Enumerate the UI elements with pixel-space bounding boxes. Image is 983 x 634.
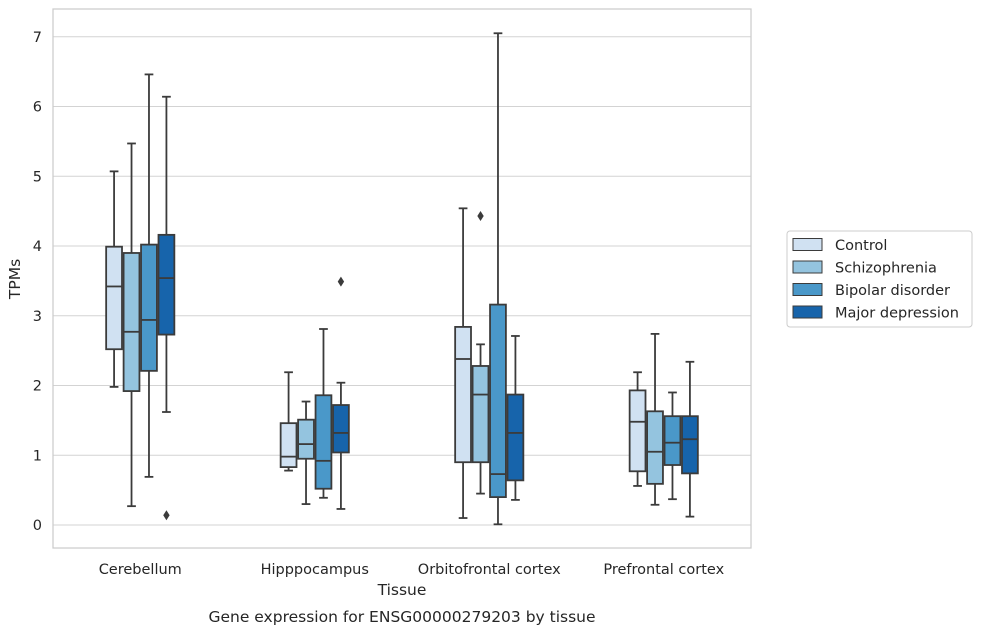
box-3-3 — [681, 360, 699, 518]
outlier-point — [163, 510, 170, 521]
box-1-3 — [646, 332, 664, 506]
y-tick-label: 0 — [33, 518, 42, 534]
box-body — [279, 422, 298, 469]
box-2-0 — [140, 73, 158, 478]
box-body — [506, 393, 525, 482]
legend-label: Bipolar disorder — [835, 283, 950, 299]
legend: Control Schizophrenia Bipolar disorder Majo… — [786, 230, 973, 328]
box-2-2 — [489, 32, 507, 526]
box-body — [122, 252, 141, 392]
outlier-point — [337, 276, 345, 287]
box-body — [140, 243, 158, 372]
legend-label: Control — [835, 238, 887, 254]
box-body — [681, 415, 699, 475]
box-3-1 — [332, 276, 350, 510]
legend-swatch — [792, 305, 823, 319]
x-tick-label: Prefrontal cortex — [603, 562, 724, 578]
x-axis-label: Tissue — [377, 581, 427, 599]
y-tick-label: 7 — [33, 30, 42, 46]
box-body — [314, 394, 333, 490]
box-body — [332, 404, 350, 454]
x-tick-label: Hipppocampus — [261, 562, 369, 578]
x-tick-label: Orbitofrontal cortex — [418, 562, 561, 578]
box-body — [297, 418, 315, 460]
legend-label: Major depression — [835, 306, 959, 322]
box-1-0 — [122, 142, 141, 508]
y-tick-label: 5 — [33, 169, 42, 185]
box-body — [105, 245, 123, 351]
boxes-layer — [105, 32, 699, 526]
box-body — [628, 389, 647, 473]
outlier-point — [477, 211, 484, 222]
y-tick-label: 2 — [33, 379, 42, 395]
box-0-1 — [279, 371, 298, 472]
y-tick-label: 3 — [33, 309, 42, 325]
y-tick-label: 1 — [33, 448, 42, 464]
box-2-1 — [314, 328, 333, 499]
legend-swatch — [792, 260, 823, 274]
box-3-0 — [157, 95, 176, 521]
box-body — [157, 233, 176, 336]
x-tick-labels: Cerebellum Hipppocampus Orbitofrontal cort… — [99, 562, 725, 578]
legend-frame — [786, 230, 973, 328]
box-0-3 — [628, 371, 647, 487]
box-body — [489, 303, 507, 498]
box-body — [663, 415, 682, 466]
chart-caption: Gene expression for ENSG00000279203 by t… — [208, 608, 595, 626]
legend-swatch — [792, 238, 823, 251]
box-body — [454, 326, 472, 464]
box-body — [471, 365, 490, 464]
plot-frame — [52, 8, 752, 549]
y-axis-label: TPMs — [6, 259, 24, 300]
box-3-2 — [506, 335, 525, 501]
y-tick-labels: 0 1 2 3 4 5 6 7 — [33, 30, 42, 534]
legend-label: Schizophrenia — [835, 261, 937, 277]
legend-swatch — [792, 283, 823, 296]
box-2-3 — [663, 391, 682, 501]
box-1-1 — [297, 400, 315, 505]
box-0-0 — [105, 170, 123, 388]
y-tick-label: 4 — [33, 239, 42, 255]
box-1-2 — [471, 211, 490, 495]
x-tick-label: Cerebellum — [99, 562, 182, 578]
box-0-2 — [454, 207, 472, 519]
box-body — [646, 410, 664, 485]
y-tick-label: 6 — [33, 100, 42, 116]
